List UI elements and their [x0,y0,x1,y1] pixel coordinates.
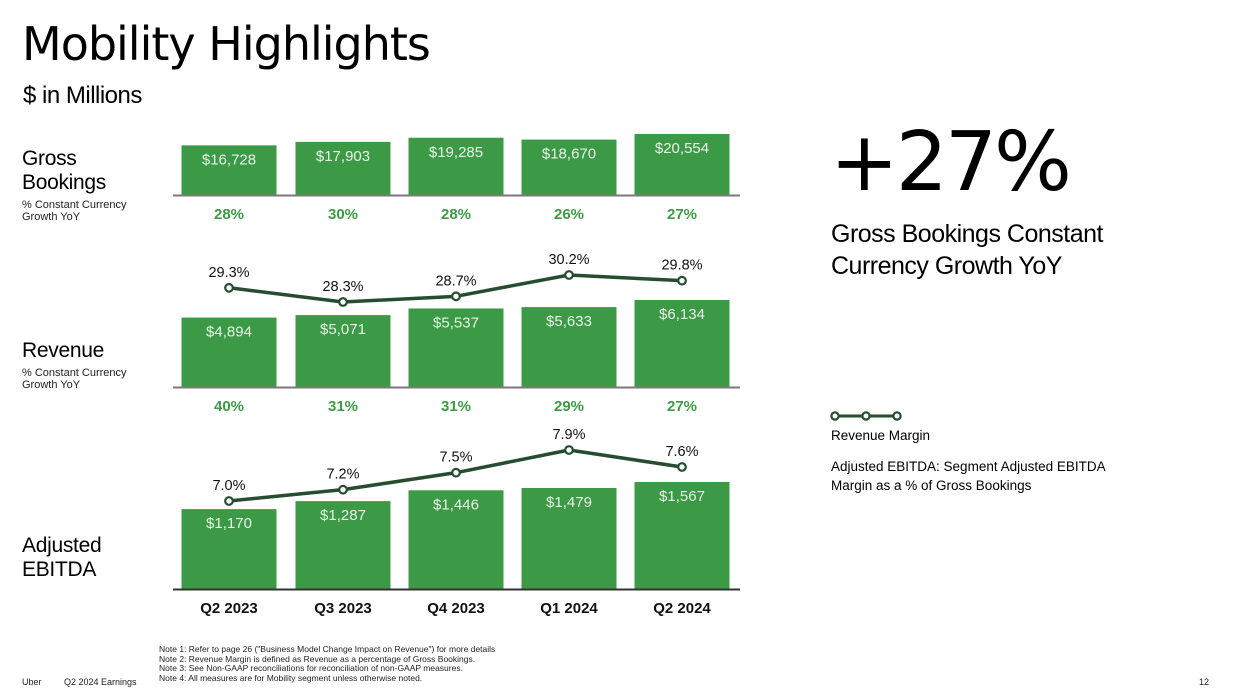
adjusted-ebitda-margin-label: 7.9% [552,427,585,443]
adjusted-ebitda-bar-value-label: $1,287 [320,507,366,524]
category-label: Q1 2024 [540,600,598,617]
revenue-growth-label: 31% [328,398,358,415]
footer-brand: Uber [22,677,42,687]
revenue-bar-value-label: $5,071 [320,321,366,338]
revenue-growth-label: 31% [441,398,471,415]
revenue-bar [181,317,277,387]
adjusted-ebitda-bar [521,488,617,589]
revenue-margin-label: 28.7% [435,273,476,289]
legend-label: Revenue Margin [831,428,931,443]
gross-bookings-bar [295,141,391,195]
revenue-margin-point [224,282,234,293]
revenue-bar-value-label: $4,894 [206,324,252,341]
gross-bookings-growth-label: 26% [554,206,584,223]
adjusted-ebitda-bar-value-label: $1,567 [659,488,705,505]
adjusted-ebitda-bar [181,509,277,589]
gross-bookings-bar-value-label: $19,285 [429,144,483,161]
revenue-margin-label: 28.3% [322,279,363,295]
gross-bookings-label-line1: Gross [22,147,77,170]
adjusted-ebitda-margin-point [564,445,574,455]
line-with-circle-markers-icon [830,411,902,421]
footer-note: Note 3: See Non-GAAP reconciliations for… [159,663,463,673]
revenue-bar-value-label: $5,633 [546,313,592,330]
adjusted-ebitda-bar [295,501,391,589]
gross-bookings-bar [181,145,277,195]
revenue-margin-label: 30.2% [548,252,589,268]
adjusted-ebitda-bar [634,482,730,589]
footer-note: Note 4: All measures are for Mobility se… [159,672,423,683]
revenue-margin-label: 29.3% [208,265,249,281]
gross-bookings-bar [634,134,730,195]
gross-bookings-sub-line2: Growth YoY [22,211,81,223]
revenue-bar-value-label: $5,537 [433,314,479,331]
gross-bookings-bar [521,139,617,195]
revenue-margin-label: 29.8% [661,258,702,274]
revenue-growth-label: 27% [667,398,697,415]
gross-bookings-growth-label: 27% [667,206,697,223]
adjusted-ebitda-margin-point [338,484,348,495]
adjusted-ebitda-margin-label: 7.5% [439,450,472,466]
revenue-bar-value-label: $6,134 [659,306,705,323]
revenue-bar [295,315,391,387]
revenue-margin-point [677,275,687,286]
highlight-caption: Gross Bookings Constant Currency Growth … [831,220,1103,280]
adjusted-ebitda-bar-value-label: $1,479 [546,494,592,511]
gross-bookings-growth-label: 30% [328,206,358,223]
footer-event: Q2 2024 Earnings [64,677,137,687]
page-title: Mobility Highlights [22,17,431,71]
gross-bookings-growth-label: 28% [214,206,244,223]
adjusted-ebitda-bar [408,490,504,589]
adjusted-ebitda-margin-point [451,467,461,478]
adjusted-ebitda-label-line1: Adjusted [22,534,102,557]
revenue-growth-label: 29% [554,398,584,415]
gross-bookings-growth-label: 28% [441,206,471,223]
category-label: Q4 2023 [427,600,485,617]
page-number: 12 [1199,677,1210,687]
revenue-bar [408,308,504,387]
gross-bookings-label-line2: Bookings [22,171,106,194]
footer-note: Note 2: Revenue Margin is defined as Rev… [159,653,476,664]
adjusted-ebitda-margin-label: 7.6% [665,444,698,460]
legend-note: Adjusted EBITDA: Segment Adjusted EBITDA… [831,459,1105,493]
adjusted-ebitda-label-line2: EBITDA [22,558,97,581]
gross-bookings-bar-value-label: $16,728 [202,151,256,168]
revenue-margin-point [564,270,574,280]
category-label: Q3 2023 [314,600,372,617]
adjusted-ebitda-margin-label: 7.2% [326,467,359,483]
gross-bookings-bar-value-label: $18,670 [542,146,596,163]
adjusted-ebitda-margin-point [677,462,687,472]
footer-note: Note 1: Refer to page 26 ("Business Mode… [159,644,496,654]
revenue-growth-label: 40% [214,398,244,415]
category-label: Q2 2023 [200,600,258,617]
highlight-value: +27% [830,115,1072,210]
revenue-sub-line2: Growth YoY [22,379,81,391]
revenue-bar [521,307,617,387]
revenue-label-line1: Revenue [22,339,104,362]
page-subtitle: $ in Millions [23,82,142,109]
category-label: Q2 2024 [653,600,711,617]
gross-bookings-bar-value-label: $20,554 [655,140,709,157]
adjusted-ebitda-margin-label: 7.0% [212,478,245,494]
gross-bookings-bar [408,137,504,195]
gross-bookings-sub-line1: % Constant Currency [22,199,127,211]
adjusted-ebitda-bar-value-label: $1,446 [433,496,479,513]
revenue-bar [634,300,730,387]
revenue-sub-line1: % Constant Currency [22,367,127,379]
footer-notes: Note 1: Refer to page 26 ("Business Mode… [159,644,496,683]
adjusted-ebitda-bar-value-label: $1,170 [206,515,252,532]
revenue-margin-point [338,297,348,307]
revenue-margin-point [451,291,461,302]
gross-bookings-bar-value-label: $17,903 [316,148,370,165]
adjusted-ebitda-margin-point [224,496,234,506]
